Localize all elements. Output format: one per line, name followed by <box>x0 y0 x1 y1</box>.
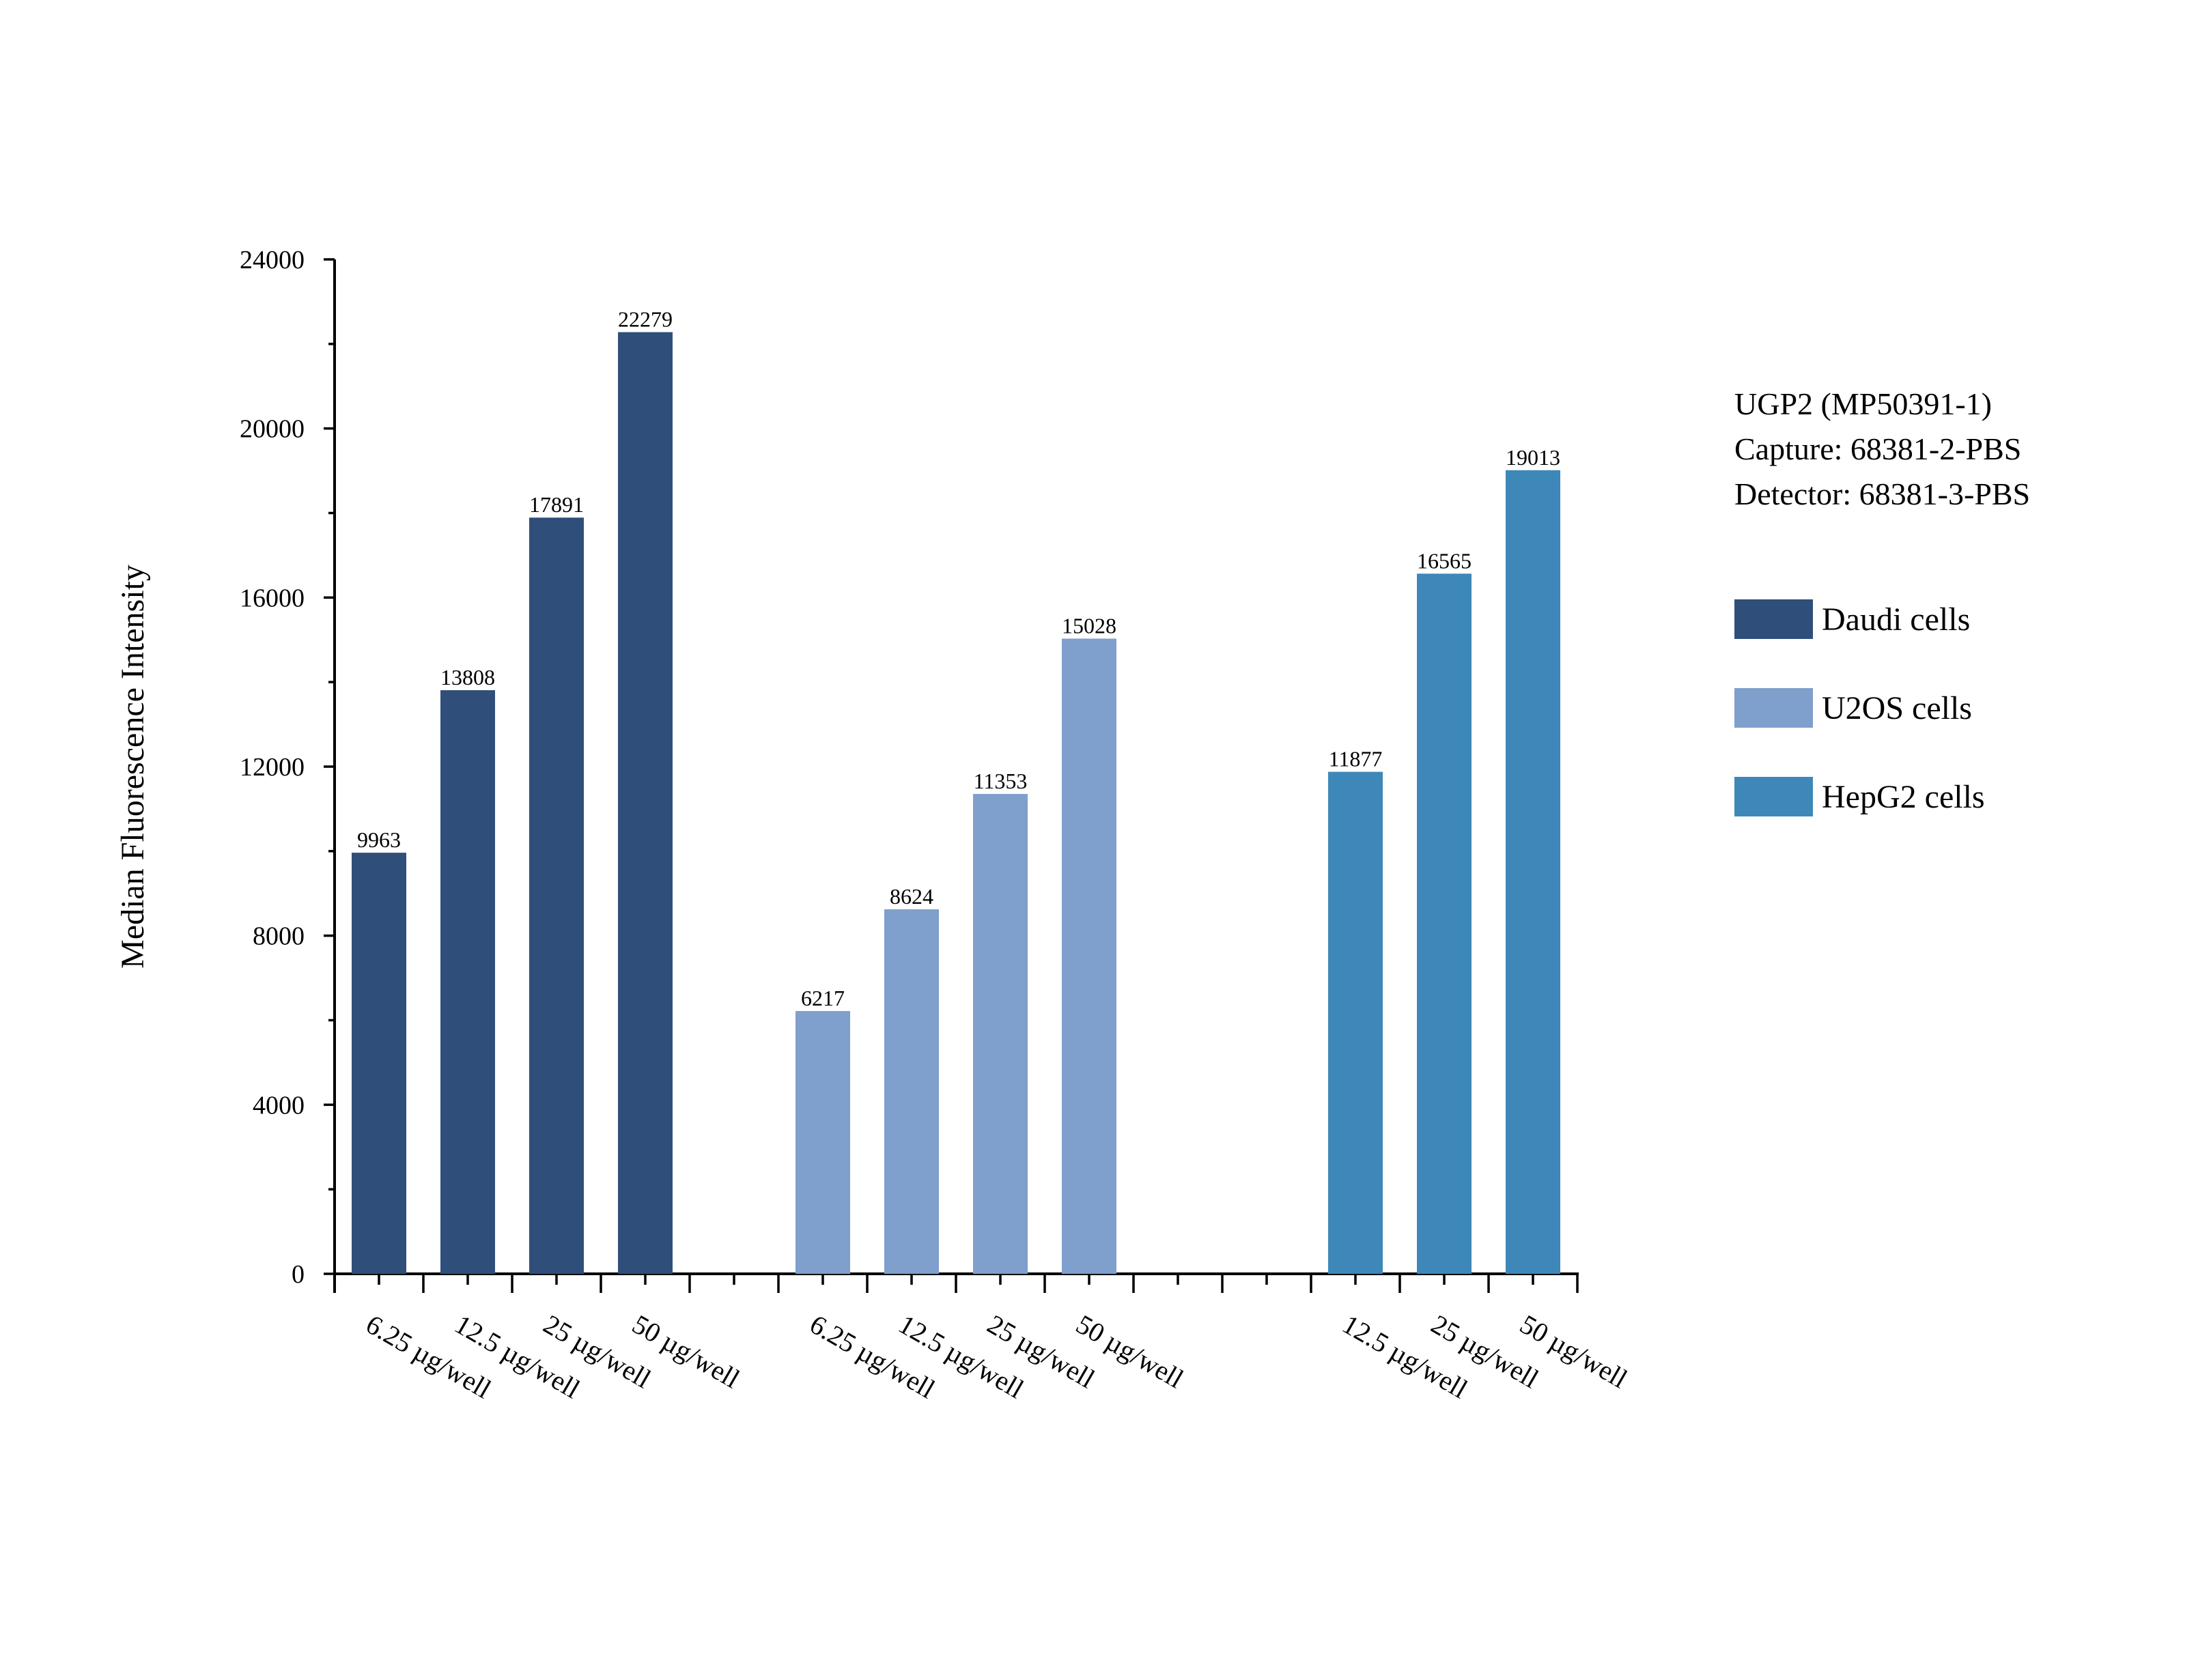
bar-value-label: 22279 <box>618 307 673 332</box>
bar-daudi-cells <box>529 517 584 1274</box>
y-tick-label: 8000 <box>253 922 305 951</box>
bar-u2os-cells <box>796 1011 850 1274</box>
bar-hepg2-cells <box>1506 470 1560 1274</box>
bar-hepg2-cells <box>1417 573 1472 1275</box>
bar-u2os-cells <box>884 909 939 1274</box>
bar-daudi-cells <box>618 332 673 1274</box>
bar-value-label: 9963 <box>357 827 401 852</box>
bar-value-label: 8624 <box>890 884 933 909</box>
y-tick-label: 24000 <box>240 246 305 274</box>
annotation-line: Detector: 68381-3-PBS <box>1734 476 2030 511</box>
y-axis-title: Median Fluorescence Intensity <box>115 565 151 969</box>
bar-daudi-cells <box>352 853 406 1274</box>
bar-u2os-cells <box>1062 638 1116 1274</box>
bar-daudi-cells <box>440 690 495 1274</box>
bar-value-label: 19013 <box>1506 445 1560 470</box>
legend-label: U2OS cells <box>1822 690 1972 726</box>
legend-swatch-daudi-cells <box>1734 599 1813 639</box>
y-tick-label: 4000 <box>253 1091 305 1120</box>
bar-value-label: 16565 <box>1417 548 1472 573</box>
y-tick-label: 12000 <box>240 753 305 782</box>
bar-value-label: 13808 <box>440 665 495 689</box>
bar-u2os-cells <box>973 794 1028 1274</box>
bar-value-label: 15028 <box>1062 614 1116 638</box>
y-tick-label: 0 <box>292 1260 305 1289</box>
bar-hepg2-cells <box>1328 771 1383 1274</box>
annotation-line: UGP2 (MP50391-1) <box>1734 386 1992 421</box>
y-tick-label: 16000 <box>240 584 305 612</box>
legend-swatch-u2os-cells <box>1734 688 1813 728</box>
y-tick-label: 20000 <box>240 415 305 444</box>
annotation-line: Capture: 68381-2-PBS <box>1734 431 2021 466</box>
bar-value-label: 6217 <box>801 986 845 1010</box>
bar-value-label: 11877 <box>1329 747 1383 771</box>
bar-value-label: 17891 <box>529 492 584 517</box>
legend-label: Daudi cells <box>1822 601 1970 638</box>
legend-label: HepG2 cells <box>1822 779 1985 815</box>
legend-swatch-hepg2-cells <box>1734 777 1813 816</box>
bar-value-label: 11353 <box>974 769 1028 793</box>
